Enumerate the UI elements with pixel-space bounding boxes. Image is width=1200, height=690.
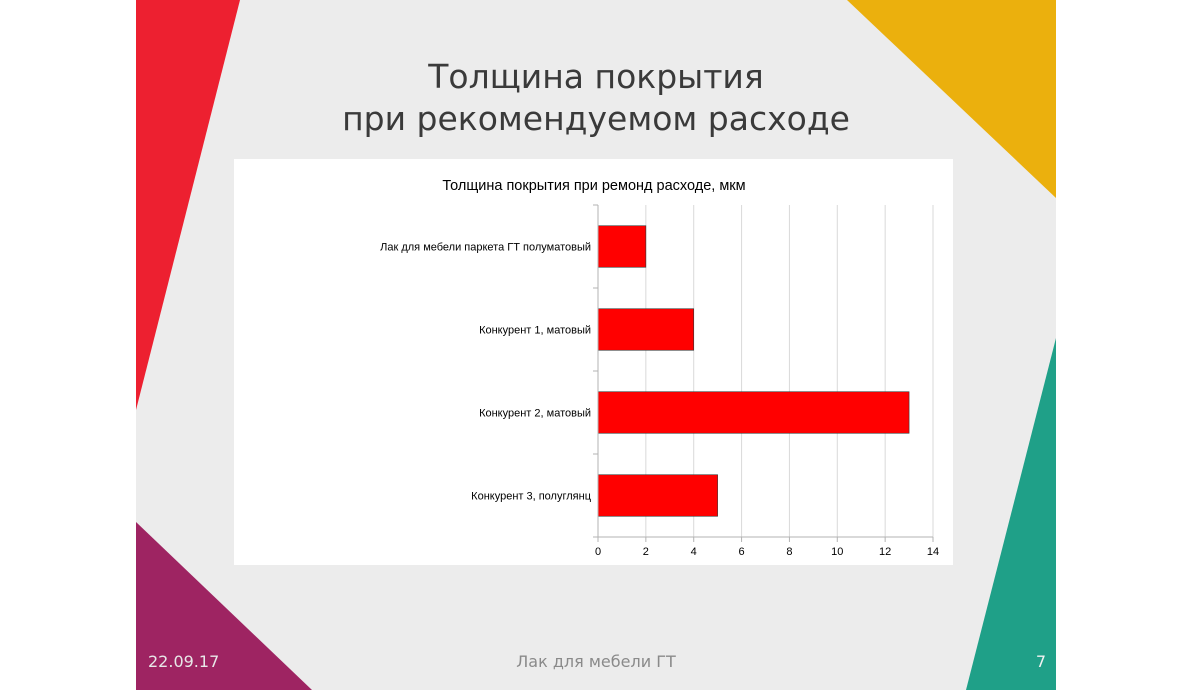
slide-background	[136, 0, 1056, 690]
page-number: 7	[1035, 652, 1046, 671]
bar	[597, 474, 718, 517]
bar	[597, 308, 695, 351]
chart-axes	[593, 204, 934, 542]
purple-corner-shape	[136, 522, 312, 690]
x-tick-label: 4	[691, 546, 697, 558]
chart-title: Толщина покрытия при ремонд расходе, мкм	[442, 178, 745, 194]
x-tick-label: 14	[927, 546, 939, 558]
yellow-corner-shape	[847, 0, 1056, 198]
chart-bars	[597, 225, 910, 517]
slide-title: Толщина покрытия при рекомендуемом расхо…	[136, 56, 1056, 140]
x-tick-label: 2	[643, 546, 649, 558]
x-tick-label: 8	[786, 546, 792, 558]
x-tick-label: 12	[879, 546, 891, 558]
red-corner-shape	[136, 0, 240, 410]
x-tick-label: 10	[831, 546, 843, 558]
category-label: Конкурент 1, матовый	[479, 325, 591, 337]
bar	[597, 225, 647, 268]
bar	[597, 391, 910, 434]
category-label: Лак для мебели паркета ГТ полуматовый	[380, 242, 591, 254]
green-corner-shape	[966, 338, 1056, 690]
x-tick-label: 0	[595, 546, 601, 558]
slide-title-line-2: при рекомендуемом расходе	[342, 99, 850, 138]
chart-labels: 0 2 4 6 8 10 12 14 Лак для мебели паркета ГТ пол…	[380, 242, 939, 559]
slide-title-line-1: Толщина покрытия	[428, 57, 764, 96]
category-label: Конкурент 2, матовый	[479, 408, 591, 420]
footer-title: Лак для мебели ГТ	[516, 652, 676, 671]
chart-panel: Толщина покрытия при ремонд расходе, мкм…	[234, 159, 953, 565]
x-tick-label: 6	[739, 546, 745, 558]
bar-chart: Толщина покрытия при ремонд расходе, мкм…	[380, 178, 939, 559]
footer-date: 22.09.17	[148, 652, 220, 671]
category-label: Конкурент 3, полуглянц	[471, 491, 592, 503]
slide: Толщина покрытия при рекомендуемом расхо…	[136, 0, 1056, 690]
